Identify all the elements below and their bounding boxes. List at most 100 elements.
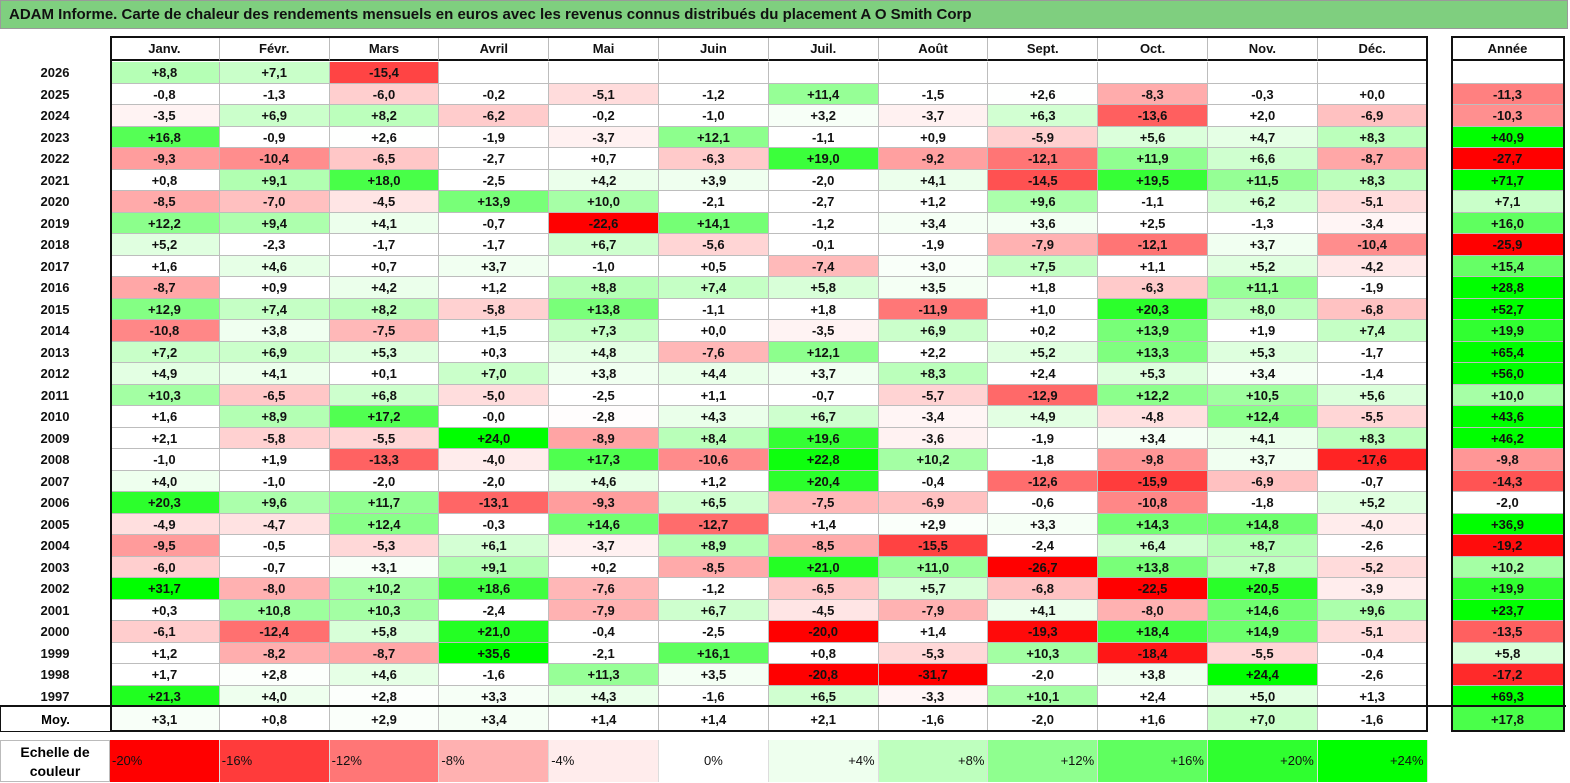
heatmap-cell: +0,3 <box>439 341 550 363</box>
heatmap-cell: +22,8 <box>768 449 879 471</box>
heatmap-cell: +0,2 <box>549 556 659 578</box>
average-cell: +1,6 <box>1098 707 1208 732</box>
year-label: 1997 <box>40 688 70 704</box>
heatmap-cell: +10,2 <box>329 578 440 600</box>
annual-cell: -2,0 <box>1451 492 1565 514</box>
heatmap-cell: +0,3 <box>110 599 220 621</box>
heatmap-cell: -1,0 <box>549 255 659 277</box>
average-cell: +3,4 <box>439 707 550 732</box>
heatmap-cell: +2,9 <box>878 513 989 535</box>
heatmap-cell: +4,0 <box>110 470 220 492</box>
heatmap-cell: +0,1 <box>329 363 440 385</box>
heatmap-cell: +19,5 <box>1098 169 1208 191</box>
heatmap-cell: -0,0 <box>439 406 550 428</box>
heatmap-cell: -0,2 <box>549 105 659 127</box>
year-label: 2008 <box>40 452 70 467</box>
heatmap-cell: -5,7 <box>878 384 989 406</box>
annual-cell: +23,7 <box>1451 599 1565 621</box>
heatmap-cell: +18,0 <box>329 169 440 191</box>
heatmap-cell: +2,4 <box>1098 685 1208 707</box>
heatmap-cell: +0,9 <box>219 277 330 299</box>
heatmap-cell: +14,1 <box>659 212 769 234</box>
heatmap-cell: +6,6 <box>1208 148 1318 170</box>
heatmap-cell: +35,6 <box>439 642 550 664</box>
year-label: 2017 <box>40 258 70 274</box>
heatmap-cell: +4,1 <box>329 212 440 234</box>
year-label: 2025 <box>40 86 70 102</box>
heatmap-cell: +5,3 <box>329 341 440 363</box>
heatmap-cell: -6,5 <box>219 384 330 406</box>
color-scale-swatch: +4% <box>768 740 879 782</box>
heatmap-cell: +9,6 <box>1317 599 1428 621</box>
heatmap-cell: +9,6 <box>988 191 1099 213</box>
heatmap-cell: -0,5 <box>219 535 330 557</box>
heatmap-cell: +3,7 <box>768 363 879 385</box>
heatmap-cell: -8,0 <box>1098 599 1208 621</box>
heatmap-cell: -1,3 <box>1208 212 1318 234</box>
heatmap-cell: +7,4 <box>1317 320 1428 342</box>
heatmap-cell: +5,2 <box>110 234 220 256</box>
heatmap-cell: +3,8 <box>549 363 659 385</box>
heatmap-cell: -10,4 <box>219 148 330 170</box>
heatmap-cell: +0,9 <box>878 126 989 148</box>
heatmap-cell: -31,7 <box>878 664 989 686</box>
heatmap-cell: +4,1 <box>219 363 330 385</box>
annual-cell: -14,3 <box>1451 470 1565 492</box>
heatmap-cell: -22,6 <box>549 212 659 234</box>
average-cell: -2,0 <box>988 707 1099 732</box>
heatmap-cell: +5,6 <box>1317 384 1428 406</box>
heatmap-cell: -0,8 <box>110 83 220 105</box>
heatmap-cell: +4,4 <box>659 363 769 385</box>
heatmap-cell: -2,4 <box>439 599 550 621</box>
average-cell: -1,6 <box>878 707 989 732</box>
heatmap-cell: +6,9 <box>878 320 989 342</box>
year-label: 2004 <box>40 538 70 553</box>
heatmap-cell: -6,2 <box>439 105 550 127</box>
heatmap-cell: +20,3 <box>110 492 220 514</box>
heatmap-cell: +8,3 <box>1317 427 1428 449</box>
heatmap-cell: +13,9 <box>439 191 550 213</box>
heatmap-cell <box>659 62 769 84</box>
heatmap-cell: +20,4 <box>768 470 879 492</box>
heatmap-cell: -1,8 <box>1208 492 1318 514</box>
heatmap-cell: -9,3 <box>110 148 220 170</box>
month-header: Mars <box>329 36 440 61</box>
heatmap-cell: +6,5 <box>659 492 769 514</box>
heatmap-cell: +1,7 <box>110 664 220 686</box>
heatmap-cell: +13,9 <box>1098 320 1208 342</box>
heatmap-cell: -12,4 <box>219 621 330 643</box>
heatmap-cell: -1,6 <box>439 664 550 686</box>
heatmap-cell: -1,1 <box>768 126 879 148</box>
year-label: 2009 <box>40 430 70 446</box>
heatmap-cell: +0,8 <box>110 169 220 191</box>
annual-cell: +56,0 <box>1451 363 1565 385</box>
heatmap-cell: -8,5 <box>110 191 220 213</box>
month-header: Août <box>878 36 989 61</box>
year-label: 1998 <box>40 667 70 682</box>
heatmap-cell: -6,5 <box>329 148 440 170</box>
month-header: Févr. <box>219 36 330 61</box>
heatmap-cell: -11,9 <box>878 298 989 320</box>
heatmap-cell: +13,3 <box>1098 341 1208 363</box>
heatmap-cell: +12,4 <box>329 513 440 535</box>
heatmap-cell: -1,9 <box>439 126 550 148</box>
heatmap-cell: -1,2 <box>659 83 769 105</box>
heatmap-cell: -5,5 <box>329 427 440 449</box>
annual-cell: +16,0 <box>1451 212 1565 234</box>
heatmap-cell: +8,9 <box>219 406 330 428</box>
heatmap-cell: +3,2 <box>768 105 879 127</box>
heatmap-cell: +24,4 <box>1208 664 1318 686</box>
heatmap-cell: +10,5 <box>1208 384 1318 406</box>
color-scale-swatch: 0% <box>659 740 769 782</box>
heatmap-cell: +4,6 <box>549 470 659 492</box>
heatmap-cell: +11,5 <box>1208 169 1318 191</box>
heatmap-cell: +2,8 <box>329 685 440 707</box>
heatmap-cell: +12,2 <box>1098 384 1208 406</box>
heatmap-cell: -1,7 <box>1317 341 1428 363</box>
heatmap-cell: +19,0 <box>768 148 879 170</box>
heatmap-cell: -3,6 <box>878 427 989 449</box>
heatmap-cell: -0,4 <box>549 621 659 643</box>
heatmap-cell: -1,7 <box>439 234 550 256</box>
heatmap-cell: -0,4 <box>1317 642 1428 664</box>
month-header: Oct. <box>1098 36 1208 61</box>
